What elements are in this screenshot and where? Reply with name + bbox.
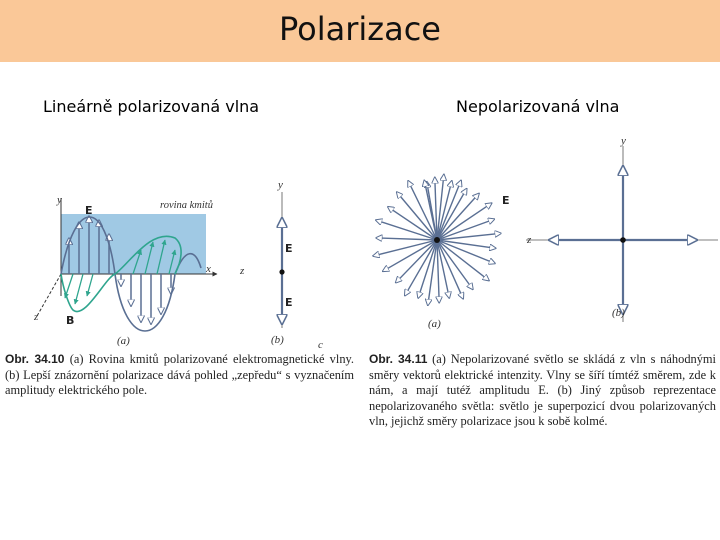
right-heading: Nepolarizovaná vlna [456, 97, 620, 116]
random-e-vector [418, 239, 438, 298]
random-e-vector [373, 239, 438, 256]
front-view-origin [279, 269, 285, 275]
front-view-y-label: y [277, 179, 283, 191]
panel-a-label: (a) [117, 335, 130, 347]
random-e-vector [437, 239, 439, 303]
right-origin [620, 237, 626, 243]
z-axis-line [36, 273, 62, 317]
random-e-vector [388, 207, 438, 241]
panel-c-label: c [318, 339, 323, 351]
e-label: E [85, 204, 93, 217]
random-e-vector [397, 192, 438, 241]
title-bar [0, 0, 720, 62]
random-e-vector [436, 239, 496, 248]
random-e-vector [408, 181, 438, 241]
random-e-vector [436, 219, 494, 241]
random-e-vectors [373, 174, 501, 305]
random-e-vector [436, 239, 449, 298]
random-e-vector [436, 193, 479, 241]
random-e-vector [436, 239, 473, 289]
plane-label: rovina kmitů [160, 200, 213, 211]
random-e-vector [376, 220, 438, 241]
linear-wave-figure: y x z E B rovina kmitů (a) y z E E (b) c [33, 179, 323, 351]
b-field-vectors [64, 239, 177, 305]
random-e-vector [436, 239, 489, 281]
axis-z-label: z [33, 311, 39, 323]
star-origin [434, 237, 440, 243]
oscillation-plane [61, 214, 206, 274]
caption-left-fig: Obr. 34.10 [5, 352, 65, 366]
front-view-z-label: z [239, 265, 245, 277]
right-z-label: z [526, 234, 532, 246]
caption-right-fig: Obr. 34.11 [369, 352, 428, 366]
random-e-vector [436, 233, 501, 241]
caption-right-text: (a) Nepolarizované světlo se skládá z vl… [369, 352, 716, 429]
random-e-vector [428, 239, 438, 305]
panel-b-label: (b) [271, 334, 284, 346]
random-e-vector [436, 174, 444, 241]
b-label: B [66, 314, 74, 327]
e-field-vectors [69, 216, 171, 324]
random-e-vector [405, 239, 438, 296]
random-e-vector [435, 177, 437, 241]
caption-left-text: (a) Rovina kmitů polarizované elektromag… [5, 352, 354, 398]
caption-right: Obr. 34.11 (a) Nepolarizované světlo se … [369, 352, 716, 430]
caption-left: Obr. 34.10 (a) Rovina kmitů polarizované… [5, 352, 354, 399]
random-e-vector [376, 238, 438, 240]
b-wave-curve [60, 235, 182, 313]
random-e-vector [436, 181, 452, 241]
unpolarized-wave-figure: E (a) y z (b) [366, 135, 718, 330]
right-panel-b-label: (b) [612, 307, 625, 319]
random-e-vector [436, 203, 492, 241]
slide-title: Polarizace [279, 10, 441, 48]
right-y-label: y [620, 135, 626, 147]
star-e-label: E [502, 194, 510, 207]
random-e-vector [436, 189, 467, 241]
axis-y-label: y [56, 194, 62, 206]
random-e-vector [383, 239, 438, 271]
random-e-vector [424, 180, 438, 241]
random-e-vector [396, 239, 438, 283]
e-wave-curve [60, 216, 202, 332]
front-view-e-bottom-label: E [285, 296, 293, 309]
axis-x-label: x [205, 263, 211, 275]
random-e-vector [436, 180, 461, 241]
front-view-e-top-label: E [285, 242, 293, 255]
right-panel-a-label: (a) [428, 318, 441, 330]
random-e-vector [436, 239, 495, 264]
left-heading: Lineárně polarizovaná vlna [43, 97, 260, 116]
random-e-vector [436, 239, 463, 299]
